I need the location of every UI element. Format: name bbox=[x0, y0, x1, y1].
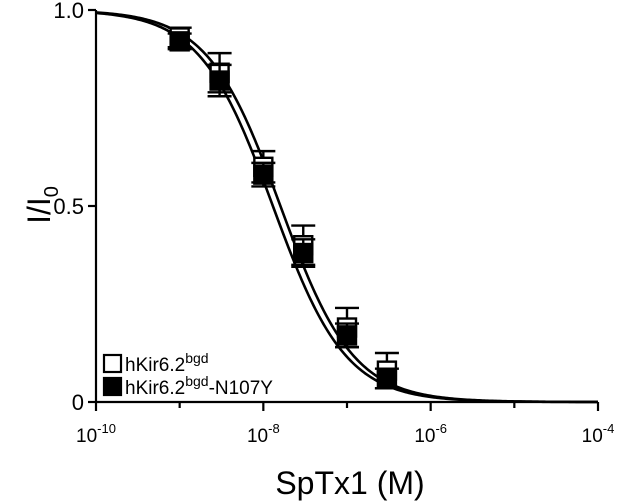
data-markers bbox=[167, 26, 399, 390]
legend: hKir6.2bgd hKir6.2bgd-N107Y bbox=[102, 350, 273, 399]
data-point-series-2 bbox=[167, 31, 192, 52]
data-point-series-2 bbox=[374, 367, 399, 390]
data-point-series-2 bbox=[291, 238, 316, 268]
legend-marker-filled-square bbox=[102, 376, 123, 397]
y-axis-label: I/I0 bbox=[21, 186, 63, 224]
y-axis-label-main: I/I bbox=[21, 197, 57, 224]
legend-marker-open-square bbox=[102, 353, 123, 374]
x-tick-label: 10-6 bbox=[414, 421, 447, 447]
filled-square-marker bbox=[209, 70, 230, 91]
x-axis-label: SpTx1 (M) bbox=[275, 465, 424, 501]
x-tick-label: 10-8 bbox=[247, 421, 280, 447]
filled-square-marker bbox=[169, 31, 190, 52]
data-point-series-2 bbox=[251, 161, 276, 188]
legend-label-series-2: hKir6.2bgd-N107Y bbox=[125, 373, 273, 399]
axes: 0 0.5 1.0 10-10 10-8 10-6 10-4 bbox=[53, 0, 614, 447]
filled-square-marker bbox=[253, 164, 274, 185]
axis-labels: SpTx1 (M) I/I0 bbox=[21, 186, 425, 501]
filled-square-marker bbox=[336, 325, 358, 346]
x-tick-label: 10-4 bbox=[582, 421, 615, 447]
x-tick-label: 10-10 bbox=[76, 421, 116, 447]
legend-label-series-1: hKir6.2bgd bbox=[125, 350, 209, 376]
data-point-series-2 bbox=[207, 63, 232, 98]
y-tick-label: 0.5 bbox=[53, 194, 84, 219]
filled-square-marker bbox=[376, 368, 398, 389]
y-tick-label: 1.0 bbox=[53, 0, 84, 23]
filled-square-marker bbox=[293, 242, 314, 264]
y-axis-label-sub: 0 bbox=[41, 186, 63, 197]
y-tick-label: 0 bbox=[72, 390, 84, 415]
data-point-series-2 bbox=[335, 322, 359, 349]
